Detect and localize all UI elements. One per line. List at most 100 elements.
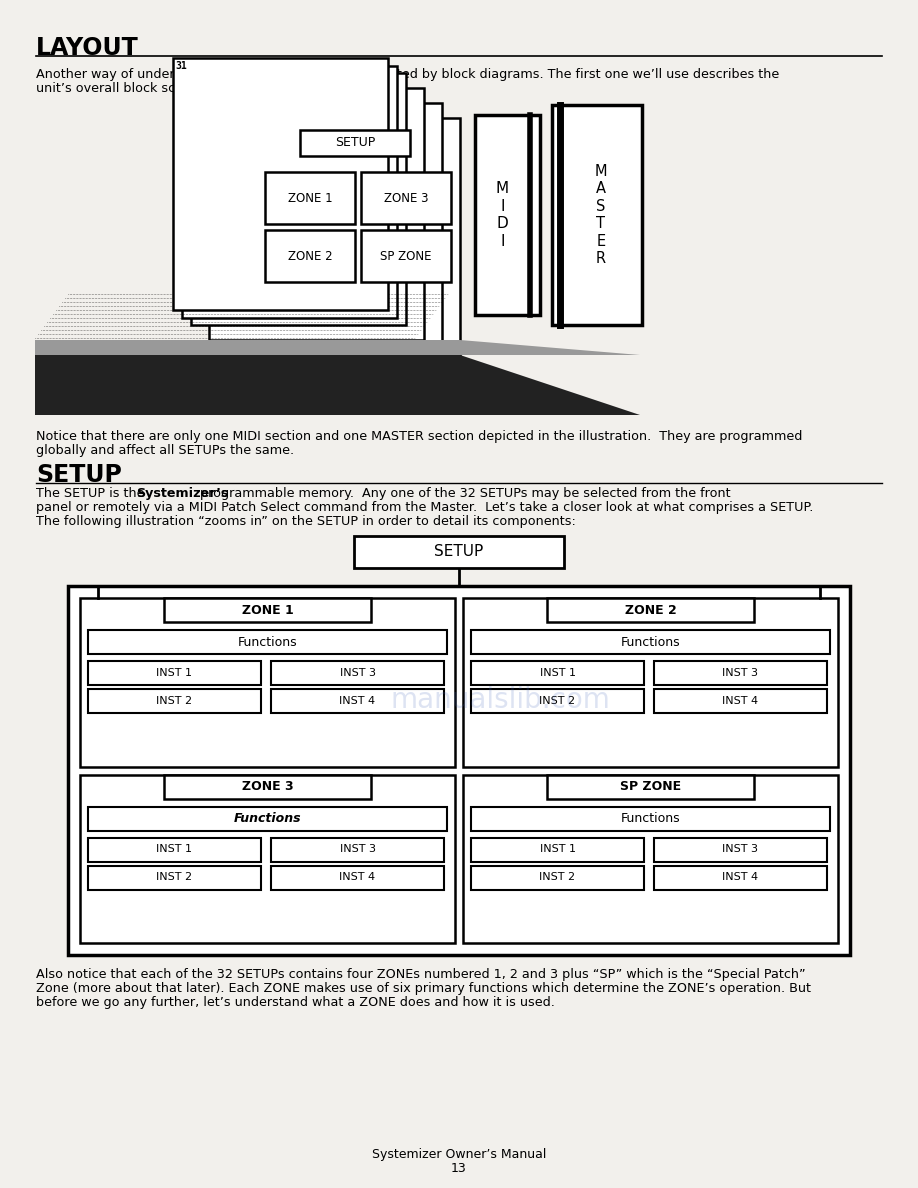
Text: Systemizer Owner’s Manual: Systemizer Owner’s Manual <box>372 1148 546 1161</box>
Text: Notice that there are only one MIDI section and one MASTER section depicted in t: Notice that there are only one MIDI sect… <box>36 430 802 443</box>
Text: SETUP: SETUP <box>335 137 375 150</box>
Text: Zone (more about that later). Each ZONE makes use of six primary functions which: Zone (more about that later). Each ZONE … <box>36 982 811 996</box>
Text: Systemizer: Systemizer <box>243 68 322 81</box>
Text: 01: 01 <box>229 106 241 116</box>
Text: ZONE 2: ZONE 2 <box>287 249 332 263</box>
Bar <box>80 775 455 943</box>
Text: 31: 31 <box>175 61 186 71</box>
Bar <box>88 866 261 890</box>
Text: SP ZONE: SP ZONE <box>620 781 681 794</box>
Text: INST 4: INST 4 <box>340 872 375 883</box>
Bar <box>271 838 444 861</box>
Text: SP ZONE: SP ZONE <box>380 249 431 263</box>
Bar <box>463 598 838 766</box>
Bar <box>164 775 371 798</box>
Bar <box>361 172 451 225</box>
Text: INST 1: INST 1 <box>540 668 576 678</box>
Text: INST 4: INST 4 <box>722 696 758 706</box>
Text: INST 4: INST 4 <box>722 872 758 883</box>
Text: ZONE 1: ZONE 1 <box>241 604 294 617</box>
Text: manualslib.com: manualslib.com <box>390 685 610 714</box>
Text: ZONE 2: ZONE 2 <box>624 604 677 617</box>
Polygon shape <box>35 340 640 355</box>
Bar <box>354 536 564 568</box>
Bar <box>173 58 388 310</box>
Bar <box>271 661 444 685</box>
Bar <box>88 807 447 830</box>
Bar <box>88 661 261 685</box>
Text: LAYOUT: LAYOUT <box>36 36 139 61</box>
Bar <box>471 866 644 890</box>
Text: ZONE 3: ZONE 3 <box>241 781 294 794</box>
Bar <box>463 775 838 943</box>
Text: INST 1: INST 1 <box>540 845 576 854</box>
Text: Functions: Functions <box>621 813 680 824</box>
Text: 00: 00 <box>247 121 259 131</box>
Text: M
I
D
I: M I D I <box>496 182 509 248</box>
Text: Also notice that each of the 32 SETUPs contains four ZONEs numbered 1, 2 and 3 p: Also notice that each of the 32 SETUPs c… <box>36 968 806 981</box>
Bar <box>654 661 827 685</box>
Text: INST 3: INST 3 <box>340 668 375 678</box>
Bar <box>475 115 540 315</box>
Text: INST 2: INST 2 <box>540 872 576 883</box>
Text: SETUP: SETUP <box>36 463 122 487</box>
Bar <box>471 807 830 830</box>
Text: Functions: Functions <box>621 636 680 649</box>
Text: The following illustration “zooms in” on the SETUP in order to detail its compon: The following illustration “zooms in” on… <box>36 516 576 527</box>
Bar <box>227 103 442 355</box>
Text: INST 3: INST 3 <box>722 845 758 854</box>
Bar <box>471 630 830 655</box>
Text: can be illustrated by block diagrams. The first one we’ll use describes the: can be illustrated by block diagrams. Th… <box>302 68 779 81</box>
Bar <box>654 838 827 861</box>
Bar <box>164 598 371 623</box>
Text: 03: 03 <box>193 76 205 86</box>
Bar <box>271 866 444 890</box>
Bar <box>654 866 827 890</box>
Text: The SETUP is the: The SETUP is the <box>36 487 149 500</box>
Text: INST 1: INST 1 <box>156 668 193 678</box>
Text: INST 1: INST 1 <box>156 845 193 854</box>
Bar <box>265 230 355 282</box>
Text: globally and affect all SETUPs the same.: globally and affect all SETUPs the same. <box>36 444 294 457</box>
Bar <box>191 72 406 326</box>
Text: INST 2: INST 2 <box>156 872 193 883</box>
Text: INST 3: INST 3 <box>340 845 375 854</box>
Bar <box>209 88 424 340</box>
Bar <box>80 598 455 766</box>
Text: SETUP: SETUP <box>434 544 484 560</box>
Bar <box>88 689 261 713</box>
Bar <box>245 118 460 369</box>
Bar <box>271 689 444 713</box>
Text: Functions: Functions <box>234 813 301 824</box>
Text: Systemizer’s: Systemizer’s <box>136 487 229 500</box>
Bar <box>88 838 261 861</box>
Bar <box>547 598 754 623</box>
Text: Functions: Functions <box>238 636 297 649</box>
Bar <box>88 630 447 655</box>
Text: before we go any further, let’s understand what a ZONE does and how it is used.: before we go any further, let’s understa… <box>36 996 554 1009</box>
Polygon shape <box>35 355 640 415</box>
Text: M
A
S
T
E
R: M A S T E R <box>595 164 607 266</box>
Text: unit’s overall block scheme.: unit’s overall block scheme. <box>36 82 216 95</box>
Bar <box>471 661 644 685</box>
Text: INST 2: INST 2 <box>156 696 193 706</box>
Bar <box>300 129 410 156</box>
Text: panel or remotely via a MIDI Patch Select command from the Master.  Let’s take a: panel or remotely via a MIDI Patch Selec… <box>36 501 813 514</box>
Text: ZONE 3: ZONE 3 <box>384 191 429 204</box>
Bar <box>654 689 827 713</box>
Text: INST 3: INST 3 <box>722 668 758 678</box>
Bar <box>265 172 355 225</box>
Bar <box>68 586 850 955</box>
Bar <box>552 105 642 326</box>
Text: INST 4: INST 4 <box>340 696 375 706</box>
Bar <box>361 230 451 282</box>
Text: Another way of understanding the: Another way of understanding the <box>36 68 260 81</box>
Bar <box>182 65 397 317</box>
Text: INST 2: INST 2 <box>540 696 576 706</box>
Text: 13: 13 <box>451 1162 467 1175</box>
Text: ZONE 1: ZONE 1 <box>287 191 332 204</box>
Bar <box>471 838 644 861</box>
Text: 02: 02 <box>211 91 223 101</box>
Bar <box>547 775 754 798</box>
Text: programmable memory.  Any one of the 32 SETUPs may be selected from the front: programmable memory. Any one of the 32 S… <box>196 487 731 500</box>
